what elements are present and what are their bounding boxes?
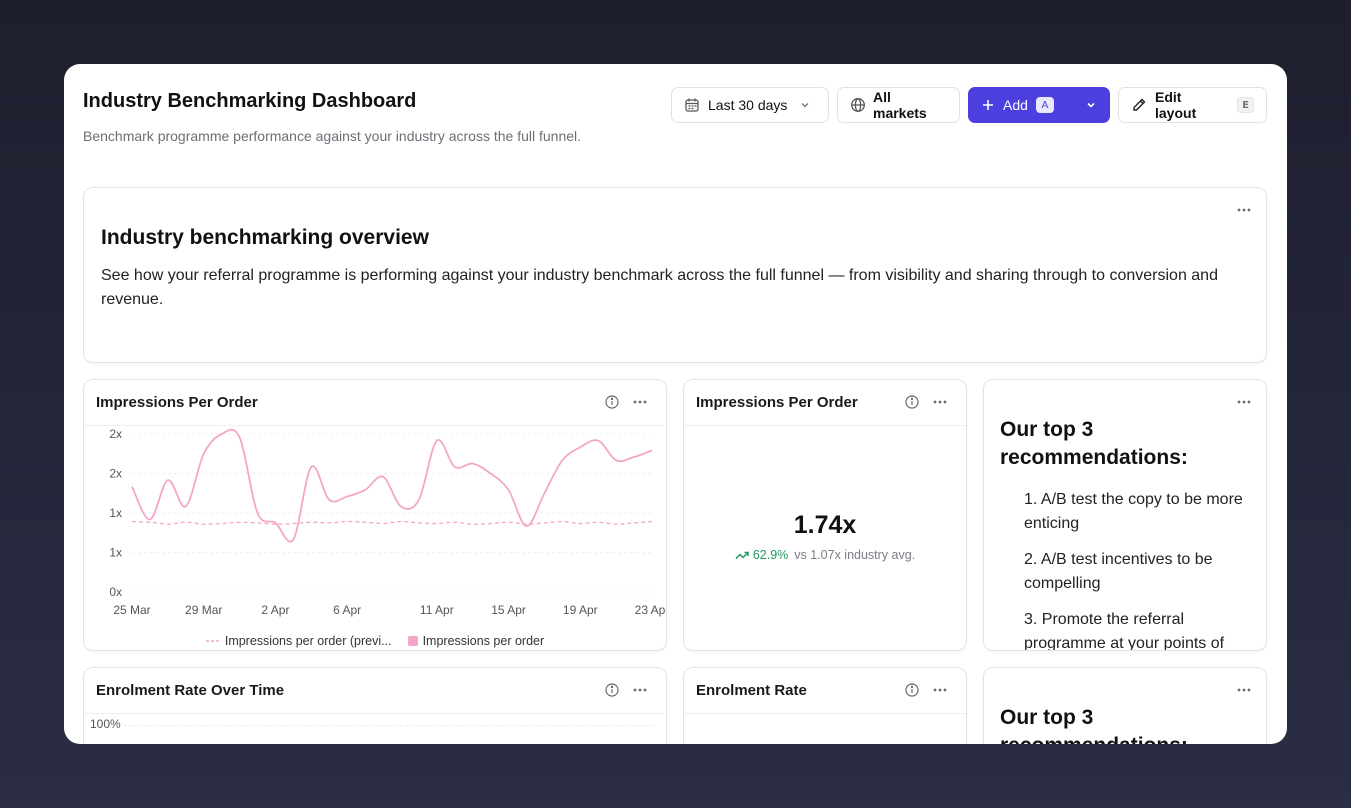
solid-swatch-icon (407, 636, 418, 646)
y-axis-tick: 2x (109, 467, 122, 481)
date-range-label: Last 30 days (708, 97, 788, 113)
add-button[interactable]: Add A (968, 87, 1110, 123)
y-axis-tick: 0x (109, 585, 122, 599)
overview-body: See how your referral programme is perfo… (101, 267, 1218, 308)
more-options-icon[interactable] (632, 394, 648, 410)
impressions-line-chart: 0x 1x 1x 2x 2x 25 Mar 29 Mar 2 Apr 6 Apr 11 Apr 15… (109, 427, 667, 617)
more-options-icon[interactable] (632, 682, 648, 698)
legend-label: Impressions per order (422, 634, 545, 648)
kpi-delta: 62.9% (735, 548, 788, 562)
kpi-comparison: 62.9% vs 1.07x industry avg. (684, 548, 966, 562)
x-axis-tick: 25 Mar (113, 603, 150, 617)
legend-item-current[interactable]: Impressions per order (407, 634, 545, 648)
y-axis-tick: 2x (109, 427, 122, 441)
enrolment-kpi-card: Enrolment Rate (683, 667, 967, 744)
more-options-icon[interactable] (1236, 682, 1252, 698)
info-icon[interactable] (604, 394, 620, 410)
info-icon[interactable] (904, 682, 920, 698)
chart-legend: Impressions per order (previ... Impressi… (84, 634, 666, 648)
recommendation-item: 1. A/B test the copy to be more enticing (1024, 491, 1243, 532)
x-axis-tick: 23 Apr (635, 603, 667, 617)
more-options-icon[interactable] (1236, 202, 1252, 218)
kpi-title: Impressions Per Order (696, 394, 858, 411)
enrolment-chart-card: Enrolment Rate Over Time 100% (83, 667, 667, 744)
recommendations-card: Our top 3 recommendations: 1. A/B test t… (983, 379, 1267, 651)
impressions-kpi-card: Impressions Per Order 1.74x 62.9% vs 1.0… (683, 379, 967, 651)
add-shortcut-badge: A (1035, 97, 1054, 113)
kpi-delta-value: 62.9% (752, 548, 789, 562)
add-button-label: Add (1003, 97, 1028, 113)
edit-shortcut-badge: E (1237, 97, 1254, 113)
recommendations-title: Our top 3 recommendations: (1000, 418, 1188, 469)
recommendation-item: 3. Promote the referral programme at you… (1024, 611, 1225, 651)
globe-icon (850, 97, 866, 113)
more-options-icon[interactable] (932, 394, 948, 410)
impressions-chart-card: Impressions Per Order 0x 1x 1x 2x 2x 25 Mar 29… (83, 379, 667, 651)
kpi-value: 1.74x (793, 511, 857, 539)
recommendations-list: 1. A/B test the copy to be more enticing… (1024, 488, 1256, 651)
date-range-button[interactable]: Last 30 days (671, 87, 829, 123)
legend-item-previous[interactable]: Impressions per order (previ... (205, 634, 392, 648)
page-title: Industry Benchmarking Dashboard (83, 90, 417, 112)
info-icon[interactable] (904, 394, 920, 410)
series-line-current (131, 428, 653, 543)
page-subtitle: Benchmark programme performance against … (83, 128, 582, 144)
chevron-down-icon (1087, 102, 1095, 108)
x-axis-tick: 2 Apr (261, 603, 289, 617)
market-filter-button[interactable]: All markets (837, 87, 960, 123)
dashed-line-swatch-icon (205, 640, 220, 642)
legend-label: Impressions per order (previ... (224, 634, 392, 648)
overview-title: Industry benchmarking overview (101, 226, 429, 249)
chart-title: Enrolment Rate Over Time (96, 682, 285, 699)
recommendation-item: 2. A/B test incentives to be compelling (1024, 551, 1213, 592)
plus-icon (981, 98, 995, 112)
edit-layout-button[interactable]: Edit layout E (1118, 87, 1267, 123)
more-options-icon[interactable] (1236, 394, 1252, 410)
card-divider (684, 713, 966, 714)
card-divider (684, 425, 966, 426)
card-divider (84, 713, 666, 714)
series-line-previous (131, 520, 653, 525)
edit-layout-label: Edit layout (1155, 89, 1197, 121)
chevron-down-icon (799, 99, 811, 111)
x-axis-tick: 19 Apr (563, 603, 598, 617)
kpi-benchmark: vs 1.07x industry avg. (794, 548, 916, 562)
card-divider (84, 425, 666, 426)
y-axis-tick: 1x (109, 506, 122, 520)
recommendations-card-2: Our top 3 recommendations: (983, 667, 1267, 744)
add-dropdown-toggle[interactable] (1073, 88, 1109, 122)
dashboard-window: Industry Benchmarking Dashboard Benchmar… (64, 64, 1287, 744)
info-icon[interactable] (604, 682, 620, 698)
y-axis-tick: 1x (109, 546, 122, 560)
x-axis-tick: 11 Apr (420, 603, 454, 617)
more-options-icon[interactable] (932, 682, 948, 698)
gridline (124, 725, 654, 726)
calendar-icon (684, 97, 700, 113)
x-axis-tick: 29 Mar (185, 603, 222, 617)
recommendations-title: Our top 3 recommendations: (1000, 706, 1188, 744)
x-axis-tick: 15 Apr (491, 603, 526, 617)
kpi-title: Enrolment Rate (696, 682, 807, 699)
x-axis-tick: 6 Apr (333, 603, 361, 617)
y-axis-tick: 100% (90, 717, 121, 731)
chart-title: Impressions Per Order (96, 394, 258, 411)
overview-card: Industry benchmarking overview See how y… (83, 187, 1267, 363)
pencil-icon (1131, 97, 1147, 113)
market-filter-label: All markets (873, 89, 927, 121)
trending-up-icon (735, 551, 749, 560)
